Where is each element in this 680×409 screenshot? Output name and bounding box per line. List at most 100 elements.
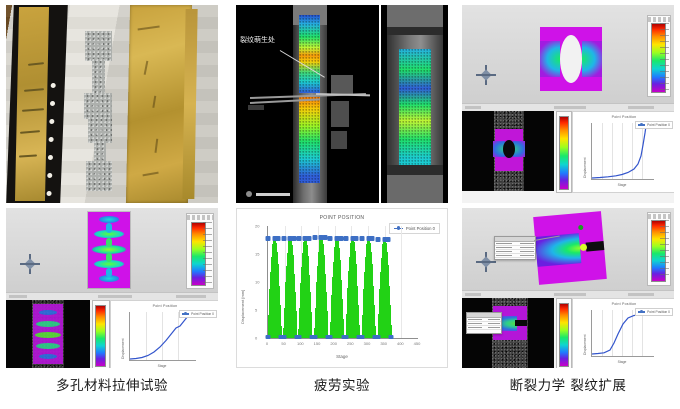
- fatigue-camera-scene: 裂纹萌生处: [236, 5, 448, 203]
- axis-gizmo-icon: [476, 65, 496, 85]
- colorbar-panel: [186, 213, 214, 289]
- cycle-marker: [312, 335, 317, 339]
- porous-dic-software: Point Position Displacement Stage Point …: [6, 208, 218, 368]
- cycle-marker: [359, 335, 365, 339]
- speckle-camera-view[interactable]: [6, 300, 90, 368]
- dic-statusbar: [462, 103, 674, 111]
- plot-ylabel: Displacement: [583, 334, 587, 355]
- specimen-photo: [6, 5, 218, 203]
- cycle-marker: [369, 236, 375, 338]
- legend-label: Point Position 0: [405, 226, 435, 231]
- chart-xtick-label: 350: [380, 341, 387, 346]
- cycle-marker: [272, 236, 277, 338]
- cycle-marker: [275, 236, 281, 338]
- point-position-plot-crack[interactable]: Point Position Displacement Stage Point …: [572, 298, 674, 368]
- chart-ytick-label: 0: [255, 335, 258, 341]
- cycle-marker: [375, 236, 381, 338]
- cycle-marker: [375, 335, 381, 339]
- point-inspector-tooltip[interactable]: [494, 236, 536, 260]
- cycle-marker: [296, 236, 301, 338]
- dic-3d-view-openhole[interactable]: [462, 5, 674, 103]
- cycle-bar: [326, 325, 329, 338]
- panel-fatigue: 裂纹萌生处 POINT POSITION Point Posi: [236, 0, 448, 409]
- strain-field-open-hole: [540, 27, 602, 91]
- legend-swatch-icon: [638, 310, 646, 313]
- chart-legend: Point Position 0: [388, 223, 440, 234]
- cycle-marker: [366, 236, 371, 338]
- chart-ytick-label: 20: [255, 223, 260, 229]
- cycle-marker: [265, 236, 271, 338]
- cycle-marker: [302, 236, 308, 338]
- panel-fracture: Point Position Displacement Stage Point …: [462, 0, 674, 409]
- fatigue-cyclic-chart: POINT POSITION Point Position 0 Displace…: [236, 208, 448, 368]
- chart-xtick-label: 150: [313, 341, 321, 346]
- chart-ytick-label: 15: [255, 251, 260, 257]
- fatigue-right-view: [383, 5, 448, 203]
- gray-porous-specimen: [82, 31, 116, 191]
- chart-plot-area: [265, 226, 418, 339]
- colorbar-panel-small: [556, 111, 572, 193]
- cycle-marker: [350, 235, 355, 338]
- dic-statusbar: [462, 290, 674, 298]
- cycle-marker: [343, 235, 349, 338]
- speckle-camera-view-crack[interactable]: [462, 298, 554, 368]
- chart-xtick-label: 0: [265, 341, 269, 346]
- cycle-marker: [327, 236, 333, 338]
- cycle-marker: [312, 235, 317, 338]
- caption-fracture: 断裂力学 裂纹扩展: [509, 378, 627, 394]
- strain-field-crack: [533, 211, 607, 285]
- cycle-marker: [343, 335, 349, 339]
- cycle-marker: [388, 335, 394, 339]
- legend-label: Point Position 0: [647, 310, 670, 314]
- axis-gizmo-icon: [476, 252, 496, 272]
- dic-3d-view-crack[interactable]: [462, 208, 674, 290]
- fracture-dic-crackgrowth: Point Position Displacement Stage Point …: [462, 208, 674, 368]
- legend-swatch-icon: [638, 123, 646, 126]
- point-inspector-tooltip-small[interactable]: [466, 312, 502, 334]
- plot-ylabel: Displacement: [121, 338, 125, 359]
- cycle-marker: [281, 335, 286, 339]
- cycle-bar: [310, 325, 313, 338]
- cycle-marker: [356, 335, 362, 339]
- fatigue-left-view: 裂纹萌生处: [236, 5, 381, 203]
- plot-title: Point Position: [611, 115, 637, 119]
- plot-ylabel: Displacement: [583, 157, 587, 178]
- speckle-camera-view[interactable]: [462, 111, 554, 191]
- plot-xlabel: Stage: [617, 183, 627, 187]
- colorbar-panel: [647, 15, 671, 97]
- colorbar-panel-small: [556, 298, 572, 368]
- chart-ytick-label: 10: [255, 279, 260, 285]
- cycle-marker: [281, 235, 286, 338]
- cycle-marker: [338, 236, 343, 338]
- legend-label: Point Position 0: [191, 312, 214, 316]
- chart-xtick-label: 450: [413, 341, 421, 346]
- cycle-marker: [296, 335, 301, 339]
- cycle-marker: [372, 335, 378, 339]
- point-position-plot-openhole[interactable]: Point Position Displacement Stage Point …: [572, 111, 674, 193]
- cycle-marker: [322, 235, 328, 338]
- plot-legend: Point Position 0: [179, 310, 217, 318]
- chart-title: POINT POSITION: [319, 215, 365, 221]
- mat-holes: [46, 83, 58, 201]
- strain-field-porous: [88, 212, 130, 288]
- chart-xtick-label: 100: [296, 341, 304, 346]
- chart-ylabel: Displacement [mm]: [240, 289, 245, 324]
- cycle-marker: [334, 236, 340, 338]
- cycle-marker: [318, 235, 324, 338]
- plot-xlabel: Stage: [617, 360, 627, 364]
- cycle-bar: [295, 325, 298, 338]
- plot-curve: [592, 125, 647, 179]
- cycle-marker: [309, 335, 315, 339]
- chart-xtick-label: 300: [363, 341, 371, 346]
- cycle-marker: [327, 335, 333, 339]
- dic-statusbar: [6, 292, 218, 300]
- caption-fatigue: 疲劳实验: [314, 378, 370, 394]
- dic-3d-view[interactable]: [6, 208, 218, 292]
- point-position-plot[interactable]: Point Position Displacement Stage Point …: [110, 300, 218, 368]
- fracture-dic-openhole: Point Position Displacement Stage Point …: [462, 5, 674, 203]
- cycle-bar: [342, 325, 344, 338]
- panel-porous-tensile: Point Position Displacement Stage Point …: [6, 0, 218, 409]
- chart-xtick-label: 400: [396, 341, 404, 346]
- cycle-bar: [358, 325, 360, 338]
